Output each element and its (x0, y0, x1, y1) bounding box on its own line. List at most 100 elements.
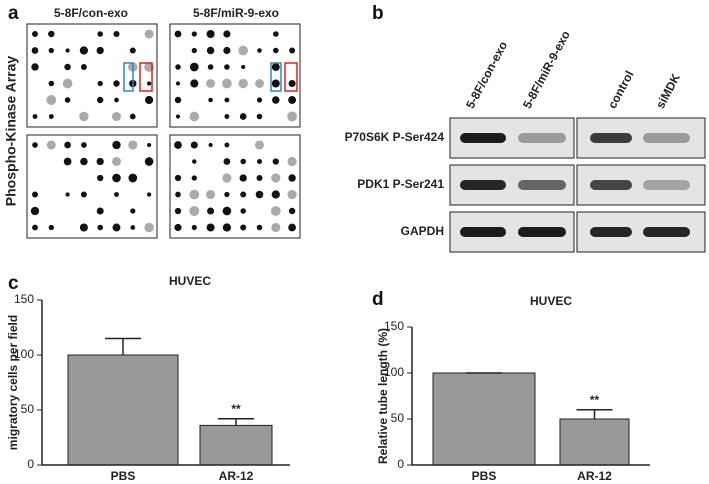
array-box (169, 134, 301, 239)
x-tick-label: PBS (111, 469, 136, 483)
array-dot (112, 223, 121, 232)
array-dot (287, 156, 297, 167)
chart-title: HUVEC (169, 274, 211, 288)
array-dot (191, 224, 197, 231)
array-dot (239, 174, 247, 182)
band (460, 180, 506, 190)
band (460, 133, 506, 143)
band (643, 133, 690, 143)
bar (199, 424, 273, 466)
array-dot (79, 46, 89, 55)
array-dot (256, 224, 263, 231)
array-dot (254, 140, 265, 150)
array-dot (112, 140, 121, 150)
array-dot (222, 78, 232, 89)
band (518, 133, 566, 143)
array-dot (79, 223, 88, 232)
array-dot (239, 113, 247, 120)
array-dot (206, 79, 216, 88)
column-title: 5-8F/con-exo (54, 6, 128, 20)
array-dot (48, 114, 54, 119)
y-axis-label: Relative tube length (%) (376, 328, 390, 464)
array-dot (240, 191, 247, 198)
array-dot (271, 222, 281, 233)
array-dot (255, 79, 264, 88)
array-dot (189, 206, 200, 216)
array-dot (48, 30, 55, 38)
array-dot (174, 141, 182, 149)
array-dot (62, 78, 73, 89)
array-dot (272, 96, 280, 104)
array-dot (207, 64, 214, 70)
array-dot (129, 113, 136, 120)
array-dot (190, 79, 199, 88)
array-dot (113, 30, 120, 38)
x-tick-label: AR-12 (219, 469, 254, 483)
band (590, 133, 632, 143)
highlight-box (270, 62, 282, 92)
array-dot (64, 63, 71, 71)
lane-label: siMDK (653, 71, 683, 111)
array-dot (287, 189, 297, 200)
array-dot (238, 45, 249, 56)
array-dot (96, 207, 104, 215)
array-dot (112, 157, 121, 166)
panel-label: a (8, 3, 19, 24)
array-dot (272, 31, 279, 37)
lane-label: control (605, 68, 636, 110)
array-dot (288, 223, 296, 232)
array-dot (31, 63, 39, 71)
array-dot (147, 142, 152, 148)
array-dot (272, 158, 279, 165)
array-dot (144, 222, 154, 233)
array-dot (288, 96, 297, 104)
array-dot (175, 114, 181, 119)
array-dot (271, 190, 280, 199)
array-box (26, 23, 158, 128)
array-dot (144, 157, 154, 166)
array-dot (97, 31, 103, 37)
array-dot (256, 97, 263, 103)
y-label: Phospho-Kinase Array (3, 56, 19, 207)
array-dot (224, 191, 230, 198)
array-box (169, 23, 301, 128)
array-dot (32, 224, 38, 231)
array-dot (175, 81, 181, 86)
array-dot (224, 97, 230, 103)
array-dot (224, 142, 230, 148)
row-label: P70S6K P-Ser424 (345, 130, 445, 144)
column-title: 5-8F/miR-9-exo (193, 6, 279, 20)
array-dot (146, 81, 152, 86)
array-dot (189, 62, 199, 72)
array-dot (222, 173, 232, 183)
array-dot (97, 174, 104, 182)
array-dot (130, 225, 136, 230)
band (590, 227, 632, 237)
array-dot (257, 48, 262, 53)
array-dot (114, 192, 119, 197)
array-dot (222, 223, 232, 232)
x-tick-label: PBS (472, 469, 497, 483)
array-dot (79, 111, 89, 122)
array-dot (146, 192, 152, 197)
array-dot (32, 114, 38, 119)
array-dot (273, 47, 279, 54)
array-dot (240, 208, 246, 214)
y-tick-label: 150 (384, 319, 404, 333)
array-dot (145, 95, 154, 105)
dot-arrays (26, 23, 301, 239)
array-dot (32, 191, 38, 198)
y-axis-label: migratory cells per field (6, 315, 20, 450)
array-dot (287, 111, 298, 122)
lane-label: 5-8F/con-exo (463, 39, 510, 111)
x-tick-label: AR-12 (577, 469, 612, 483)
band (518, 227, 566, 237)
array-dot (97, 224, 104, 231)
array-dot (256, 113, 263, 120)
array-dot (113, 80, 120, 87)
array-dot (241, 64, 246, 70)
bar (432, 372, 536, 466)
array-dot (288, 174, 296, 182)
